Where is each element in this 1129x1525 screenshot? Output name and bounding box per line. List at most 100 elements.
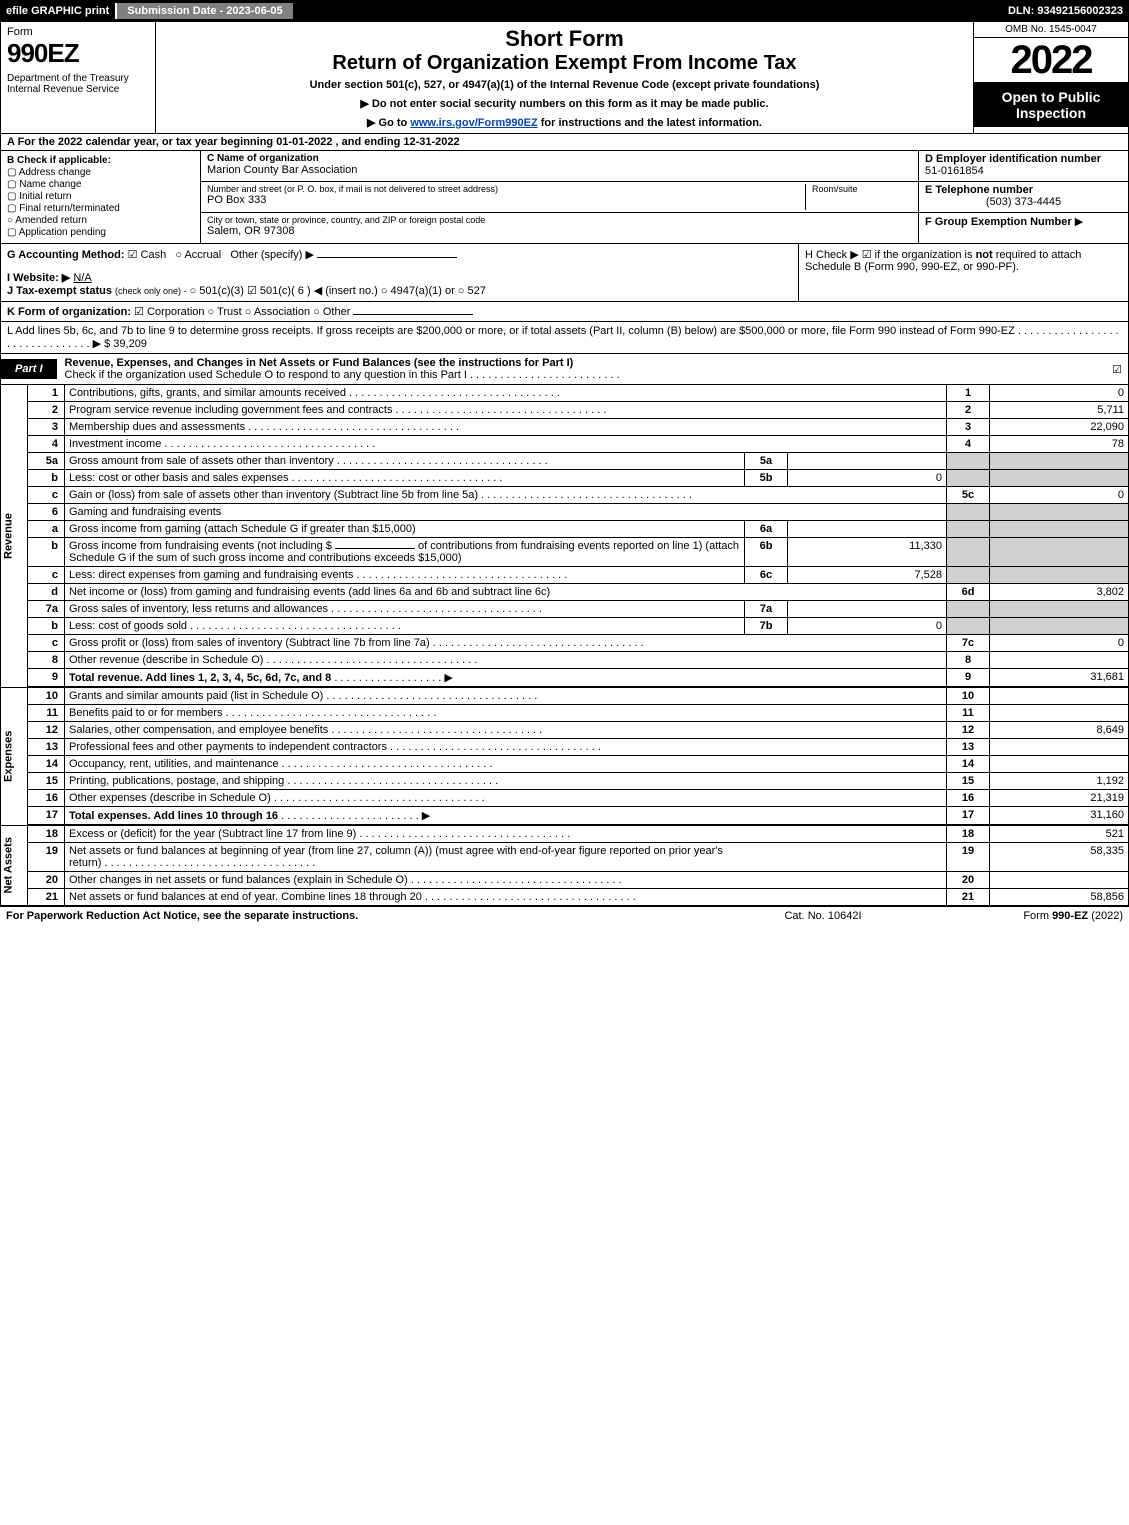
g-cash[interactable]: Cash <box>128 249 167 261</box>
irs-link[interactable]: www.irs.gov/Form990EZ <box>410 117 537 129</box>
street-label: Number and street (or P. O. box, if mail… <box>207 184 799 194</box>
c-city-row: City or town, state or province, country… <box>201 213 918 243</box>
footer-left: For Paperwork Reduction Act Notice, see … <box>6 910 723 922</box>
line-1: Revenue 1 Contributions, gifts, grants, … <box>1 385 1129 402</box>
i-label: I Website: ▶ <box>7 272 70 284</box>
line-8: 8 Other revenue (describe in Schedule O)… <box>1 652 1129 669</box>
section-c: C Name of organization Marion County Bar… <box>201 151 918 243</box>
l-amount: $ 39,209 <box>104 338 147 350</box>
line-17: 17 Total expenses. Add lines 10 through … <box>1 807 1129 826</box>
part-i-title: Revenue, Expenses, and Changes in Net As… <box>57 354 1113 384</box>
f-label: F Group Exemption Number <box>925 216 1072 228</box>
line-7c: c Gross profit or (loss) from sales of i… <box>1 635 1129 652</box>
department-label: Department of the Treasury Internal Reve… <box>7 73 149 95</box>
part-i-header: Part I Revenue, Expenses, and Changes in… <box>0 354 1129 385</box>
line-14: 14 Occupancy, rent, utilities, and maint… <box>1 756 1129 773</box>
net-assets-label: Net Assets <box>1 825 28 906</box>
row-a-period: A For the 2022 calendar year, or tax yea… <box>0 134 1129 151</box>
c-name-label: C Name of organization <box>207 153 912 164</box>
line-20: 20 Other changes in net assets or fund b… <box>1 872 1129 889</box>
g-accrual[interactable]: Accrual <box>175 249 221 261</box>
directive-1: ▶ Do not enter social security numbers o… <box>162 97 967 110</box>
line-13: 13 Professional fees and other payments … <box>1 739 1129 756</box>
street-value: PO Box 333 <box>207 194 799 206</box>
g-label: G Accounting Method: <box>7 249 125 261</box>
line-16: 16 Other expenses (describe in Schedule … <box>1 790 1129 807</box>
j-label: J Tax-exempt status <box>7 285 112 297</box>
line-6d: d Net income or (loss) from gaming and f… <box>1 584 1129 601</box>
h-not: not <box>976 249 993 261</box>
chk-name-change[interactable]: Name change <box>23 179 194 190</box>
under-section: Under section 501(c), 527, or 4947(a)(1)… <box>162 79 967 91</box>
chk-final-return[interactable]: Final return/terminated <box>23 203 194 214</box>
page-footer: For Paperwork Reduction Act Notice, see … <box>0 906 1129 925</box>
line-6b: b Gross income from fundraising events (… <box>1 538 1129 567</box>
section-j: J Tax-exempt status (check only one) - ○… <box>7 284 792 297</box>
g-other[interactable]: Other (specify) ▶ <box>230 249 314 261</box>
line-2: 2 Program service revenue including gove… <box>1 402 1129 419</box>
org-name: Marion County Bar Association <box>207 164 912 176</box>
g-other-line[interactable] <box>317 257 457 258</box>
revenue-label: Revenue <box>1 385 28 687</box>
part-i-table: Revenue 1 Contributions, gifts, grants, … <box>0 385 1129 906</box>
c-name-row: C Name of organization Marion County Bar… <box>201 151 918 182</box>
line-18: Net Assets 18 Excess or (deficit) for th… <box>1 825 1129 843</box>
j-sub: (check only one) - <box>115 286 187 296</box>
i-value: N/A <box>73 272 91 284</box>
section-e: E Telephone number (503) 373-4445 <box>919 182 1128 213</box>
header-left: Form 990EZ Department of the Treasury In… <box>1 22 156 133</box>
f-arrow: ▶ <box>1075 216 1083 228</box>
k-opts[interactable]: ☑ Corporation ○ Trust ○ Association ○ Ot… <box>134 306 350 318</box>
block-g-h: G Accounting Method: Cash Accrual Other … <box>0 244 1129 302</box>
e-label: E Telephone number <box>925 184 1122 196</box>
l-text: L Add lines 5b, 6c, and 7b to line 9 to … <box>7 325 1119 350</box>
section-f: F Group Exemption Number ▶ <box>919 213 1128 243</box>
submission-date: Submission Date - 2023-06-05 <box>115 3 292 19</box>
line-7b: b Less: cost of goods sold 7b 0 <box>1 618 1129 635</box>
header-center: Short Form Return of Organization Exempt… <box>156 22 973 133</box>
line-10: Expenses 10 Grants and similar amounts p… <box>1 687 1129 705</box>
return-title: Return of Organization Exempt From Incom… <box>162 52 967 75</box>
line-6: 6 Gaming and fundraising events <box>1 504 1129 521</box>
efile-label[interactable]: efile GRAPHIC print <box>0 5 115 17</box>
chk-application-pending[interactable]: Application pending <box>23 227 194 238</box>
section-g: G Accounting Method: Cash Accrual Other … <box>1 244 798 301</box>
line-15: 15 Printing, publications, postage, and … <box>1 773 1129 790</box>
section-d-e-f: D Employer identification number 51-0161… <box>918 151 1128 243</box>
part-i-check[interactable]: ☑ <box>1112 363 1128 376</box>
short-form-title: Short Form <box>162 26 967 52</box>
line-3: 3 Membership dues and assessments 3 22,0… <box>1 419 1129 436</box>
line-11: 11 Benefits paid to or for members 11 <box>1 705 1129 722</box>
chk-amended-return[interactable]: Amended return <box>23 215 194 226</box>
part-i-tab: Part I <box>1 359 57 379</box>
form-label: Form <box>7 26 149 38</box>
chk-initial-return[interactable]: Initial return <box>23 191 194 202</box>
line-6a: a Gross income from gaming (attach Sched… <box>1 521 1129 538</box>
section-k: K Form of organization: ☑ Corporation ○ … <box>0 302 1129 322</box>
chk-address-change[interactable]: Address change <box>23 167 194 178</box>
line-6c: c Less: direct expenses from gaming and … <box>1 567 1129 584</box>
tax-year: 2022 <box>974 38 1128 82</box>
k-label: K Form of organization: <box>7 306 131 318</box>
top-bar: efile GRAPHIC print Submission Date - 20… <box>0 0 1129 22</box>
block-b-c-d: B Check if applicable: Address change Na… <box>0 151 1129 244</box>
line-21: 21 Net assets or fund balances at end of… <box>1 889 1129 906</box>
d-label: D Employer identification number <box>925 153 1122 165</box>
header-right: OMB No. 1545-0047 2022 Open to Public In… <box>973 22 1128 133</box>
room-label: Room/suite <box>812 184 912 194</box>
section-d: D Employer identification number 51-0161… <box>919 151 1128 182</box>
section-b: B Check if applicable: Address change Na… <box>1 151 201 243</box>
line-5c: c Gain or (loss) from sale of assets oth… <box>1 487 1129 504</box>
j-opts[interactable]: ○ 501(c)(3) ☑ 501(c)( 6 ) ◀ (insert no.)… <box>190 285 486 297</box>
section-i: I Website: ▶ N/A <box>7 271 792 284</box>
form-number: 990EZ <box>7 38 149 69</box>
city-label: City or town, state or province, country… <box>207 215 912 225</box>
line-9: 9 Total revenue. Add lines 1, 2, 3, 4, 5… <box>1 669 1129 688</box>
open-to-public: Open to Public Inspection <box>974 82 1128 127</box>
line-19: 19 Net assets or fund balances at beginn… <box>1 843 1129 872</box>
c-street-row: Number and street (or P. O. box, if mail… <box>201 182 918 213</box>
line-5a: 5a Gross amount from sale of assets othe… <box>1 453 1129 470</box>
city-value: Salem, OR 97308 <box>207 225 912 237</box>
expenses-label: Expenses <box>1 687 28 825</box>
phone-value: (503) 373-4445 <box>925 196 1122 208</box>
